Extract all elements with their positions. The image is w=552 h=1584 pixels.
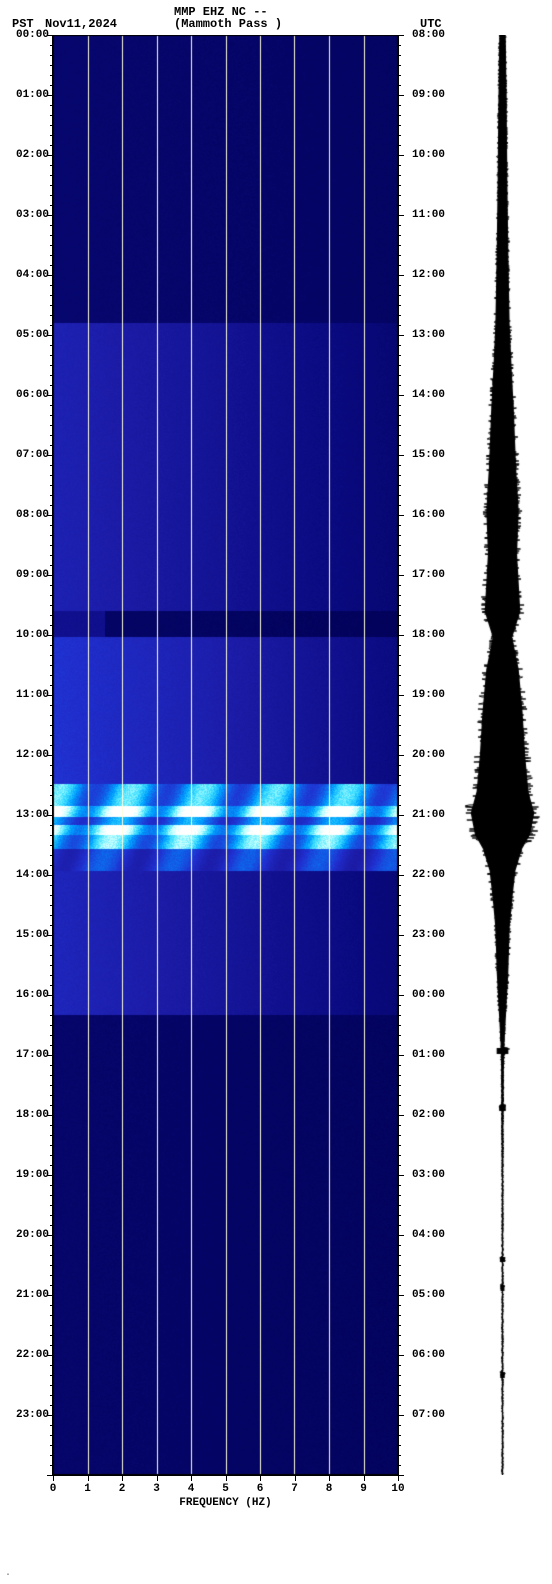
freq-tick-label: 9: [360, 1483, 367, 1495]
right-hour-label: 10:00: [412, 149, 445, 161]
freq-tick-label: 3: [153, 1483, 160, 1495]
left-hour-label: 22:00: [16, 1349, 49, 1361]
left-hour-label: 19:00: [16, 1169, 49, 1181]
left-hour-label: 03:00: [16, 209, 49, 221]
right-hour-label: 08:00: [412, 29, 445, 41]
right-time-axis: 08:0009:0010:0011:0012:0013:0014:0015:00…: [398, 35, 458, 1475]
left-hour-label: 05:00: [16, 329, 49, 341]
left-hour-label: 16:00: [16, 989, 49, 1001]
spectrogram-plot: [53, 35, 398, 1475]
left-hour-label: 07:00: [16, 449, 49, 461]
right-hour-label: 18:00: [412, 629, 445, 641]
left-hour-label: 02:00: [16, 149, 49, 161]
right-hour-label: 05:00: [412, 1289, 445, 1301]
left-hour-label: 15:00: [16, 929, 49, 941]
right-hour-label: 17:00: [412, 569, 445, 581]
left-hour-label: 12:00: [16, 749, 49, 761]
right-hour-label: 04:00: [412, 1229, 445, 1241]
left-hour-label: 11:00: [16, 689, 49, 701]
freq-tick-label: 7: [291, 1483, 298, 1495]
left-hour-label: 20:00: [16, 1229, 49, 1241]
left-hour-label: 09:00: [16, 569, 49, 581]
header: PST Nov11,2024 MMP EHZ NC -- (Mammoth Pa…: [0, 5, 552, 35]
right-hour-label: 12:00: [412, 269, 445, 281]
left-hour-label: 18:00: [16, 1109, 49, 1121]
right-hour-label: 06:00: [412, 1349, 445, 1361]
right-hour-label: 19:00: [412, 689, 445, 701]
seismogram-plot: [460, 35, 545, 1475]
freq-tick-label: 8: [326, 1483, 333, 1495]
right-hour-label: 03:00: [412, 1169, 445, 1181]
right-hour-label: 07:00: [412, 1409, 445, 1421]
left-hour-label: 10:00: [16, 629, 49, 641]
freq-tick-label: 4: [188, 1483, 195, 1495]
right-hour-label: 11:00: [412, 209, 445, 221]
right-hour-label: 23:00: [412, 929, 445, 941]
left-hour-label: 21:00: [16, 1289, 49, 1301]
left-hour-label: 01:00: [16, 89, 49, 101]
right-hour-label: 09:00: [412, 89, 445, 101]
right-hour-label: 00:00: [412, 989, 445, 1001]
seismogram-canvas: [460, 35, 545, 1475]
spectrogram-canvas: [53, 35, 398, 1475]
right-hour-label: 21:00: [412, 809, 445, 821]
station-line2: (Mammoth Pass ): [174, 17, 282, 31]
corner-mark: .: [5, 1568, 11, 1579]
right-hour-label: 13:00: [412, 329, 445, 341]
right-hour-label: 20:00: [412, 749, 445, 761]
right-hour-label: 22:00: [412, 869, 445, 881]
right-hour-label: 14:00: [412, 389, 445, 401]
left-hour-label: 00:00: [16, 29, 49, 41]
right-hour-label: 16:00: [412, 509, 445, 521]
left-hour-label: 08:00: [16, 509, 49, 521]
left-time-axis: 00:0001:0002:0003:0004:0005:0006:0007:00…: [0, 35, 53, 1475]
frequency-axis-label: FREQUENCY (HZ): [179, 1497, 271, 1509]
right-hour-label: 01:00: [412, 1049, 445, 1061]
freq-tick-label: 0: [50, 1483, 57, 1495]
date-label: Nov11,2024: [45, 17, 117, 31]
left-hour-label: 17:00: [16, 1049, 49, 1061]
left-hour-label: 14:00: [16, 869, 49, 881]
left-hour-label: 06:00: [16, 389, 49, 401]
freq-tick-label: 5: [222, 1483, 229, 1495]
right-hour-label: 02:00: [412, 1109, 445, 1121]
right-hour-label: 15:00: [412, 449, 445, 461]
freq-tick-label: 2: [119, 1483, 126, 1495]
left-hour-label: 04:00: [16, 269, 49, 281]
left-hour-label: 13:00: [16, 809, 49, 821]
left-hour-label: 23:00: [16, 1409, 49, 1421]
frequency-axis: FREQUENCY (HZ) 012345678910: [53, 1475, 398, 1515]
freq-tick-label: 1: [84, 1483, 91, 1495]
freq-tick-label: 10: [391, 1483, 404, 1495]
freq-tick-label: 6: [257, 1483, 264, 1495]
